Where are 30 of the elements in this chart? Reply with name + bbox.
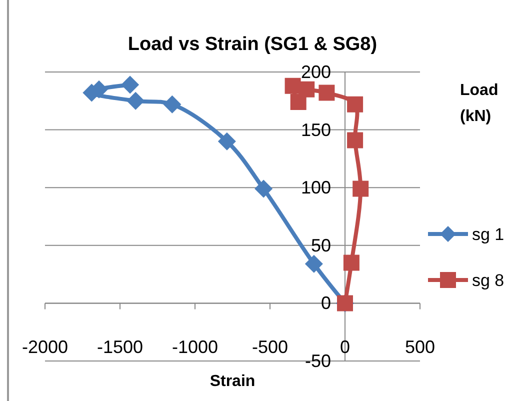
point (290, 94, 306, 110)
x-tick-label: -500 (252, 337, 288, 358)
y-tick-label: 150 (300, 120, 331, 140)
x-tick-label: 0 (340, 337, 350, 358)
y-tick-label: -50 (304, 351, 331, 371)
point (121, 76, 140, 94)
legend-label: sg 8 (472, 271, 504, 290)
point (126, 92, 145, 110)
point (254, 180, 273, 198)
point (163, 95, 182, 114)
chart-title: Load vs Strain (SG1 & SG8) (128, 34, 378, 55)
x-tick-label: 500 (404, 337, 436, 358)
point (304, 254, 323, 273)
x-axis-title: Strain (210, 373, 256, 390)
y-tick-label: 50 (310, 235, 331, 256)
x-tick-label: -1000 (172, 337, 218, 358)
point (318, 84, 335, 101)
x-tick-label: -2000 (22, 337, 68, 358)
point (347, 132, 364, 148)
x-tick-label: -1500 (96, 337, 144, 358)
y-axis-title: Load (kN) (460, 82, 498, 125)
legend-label: sg 1 (472, 225, 504, 244)
y-tick-label: 100 (300, 178, 331, 198)
point (284, 78, 301, 94)
y-tick-label: 0 (320, 293, 331, 314)
y-tick-label: 200 (300, 62, 331, 82)
point (347, 96, 364, 112)
point (352, 180, 369, 197)
point (343, 254, 360, 271)
point (218, 132, 236, 150)
